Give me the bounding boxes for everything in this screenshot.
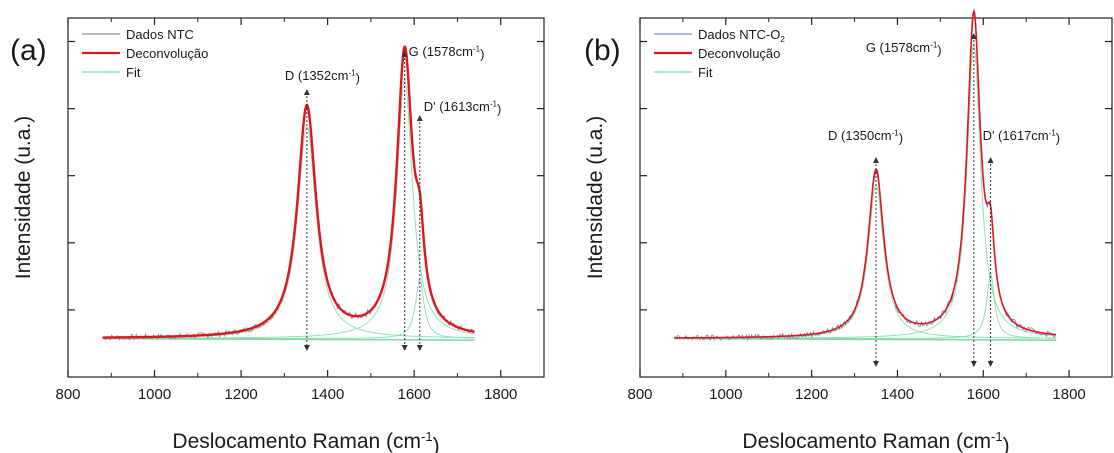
fit-baseline-line <box>674 337 1057 341</box>
legend-label: Dados NTC-O2 <box>698 27 785 44</box>
x-tick-label: 1200 <box>795 386 828 403</box>
legend-label: Deconvolução <box>698 46 780 61</box>
chart-panel-a: 800 1000 1200 1400 1600 1800 Deslocamento Rama… <box>10 17 545 453</box>
data-line <box>102 45 475 342</box>
x-tick-label: 1400 <box>311 386 344 403</box>
x-tick-label: 1800 <box>484 386 517 403</box>
peak-label-dprime: D' (1613cm-1) <box>424 99 502 117</box>
peak-label-g: G (1578cm-1) <box>866 40 942 58</box>
fit-component-line <box>102 125 475 339</box>
x-axis-title: Deslocamento Raman (cm-1) <box>742 429 1009 453</box>
fit-component-line <box>674 273 1057 340</box>
peak-label-d: D (1350cm-1) <box>828 128 903 146</box>
x-tick-label: 1200 <box>224 386 257 403</box>
fit-component-line <box>102 77 475 339</box>
x-tick-label: 1000 <box>709 386 742 403</box>
plot-frame <box>639 17 1113 378</box>
x-tick-label: 1000 <box>138 386 171 403</box>
deconvolution-line <box>102 45 475 339</box>
legend-label: Fit <box>698 65 713 80</box>
legend: Dados NTC Deconvolução Fit <box>82 27 208 80</box>
x-tick-label: 800 <box>55 386 80 403</box>
fit-component-line <box>674 41 1057 339</box>
peak-label-g: G (1578cm-1) <box>409 44 485 62</box>
y-axis-title: Intensidade (u.a.) <box>584 116 607 279</box>
legend: Dados NTC-O2 Deconvolução Fit <box>654 27 785 80</box>
legend-label: Deconvolução <box>126 46 208 61</box>
plot-frame <box>67 17 545 378</box>
panel-label: (a) <box>10 34 47 67</box>
x-tick-label: 1400 <box>881 386 914 403</box>
x-tick-label: 1600 <box>397 386 430 403</box>
fit-baseline-line <box>102 337 475 341</box>
chart-panel-b: 800 1000 1200 1400 1600 1800 Deslocamento Rama… <box>584 8 1113 453</box>
legend-label: Fit <box>126 65 141 80</box>
y-axis-title: Intensidade (u.a.) <box>12 116 35 279</box>
x-tick-label: 1600 <box>967 386 1000 403</box>
legend-label: Dados NTC <box>126 27 194 42</box>
x-tick-label: 800 <box>627 386 652 403</box>
peak-label-dprime: D' (1617cm-1) <box>983 128 1061 146</box>
panel-label: (b) <box>584 34 621 67</box>
peak-label-d: D (1352cm-1) <box>285 68 360 86</box>
fit-component-line <box>102 279 475 340</box>
x-tick-label: 1800 <box>1052 386 1085 403</box>
x-axis-title: Deslocamento Raman (cm-1) <box>172 429 439 453</box>
